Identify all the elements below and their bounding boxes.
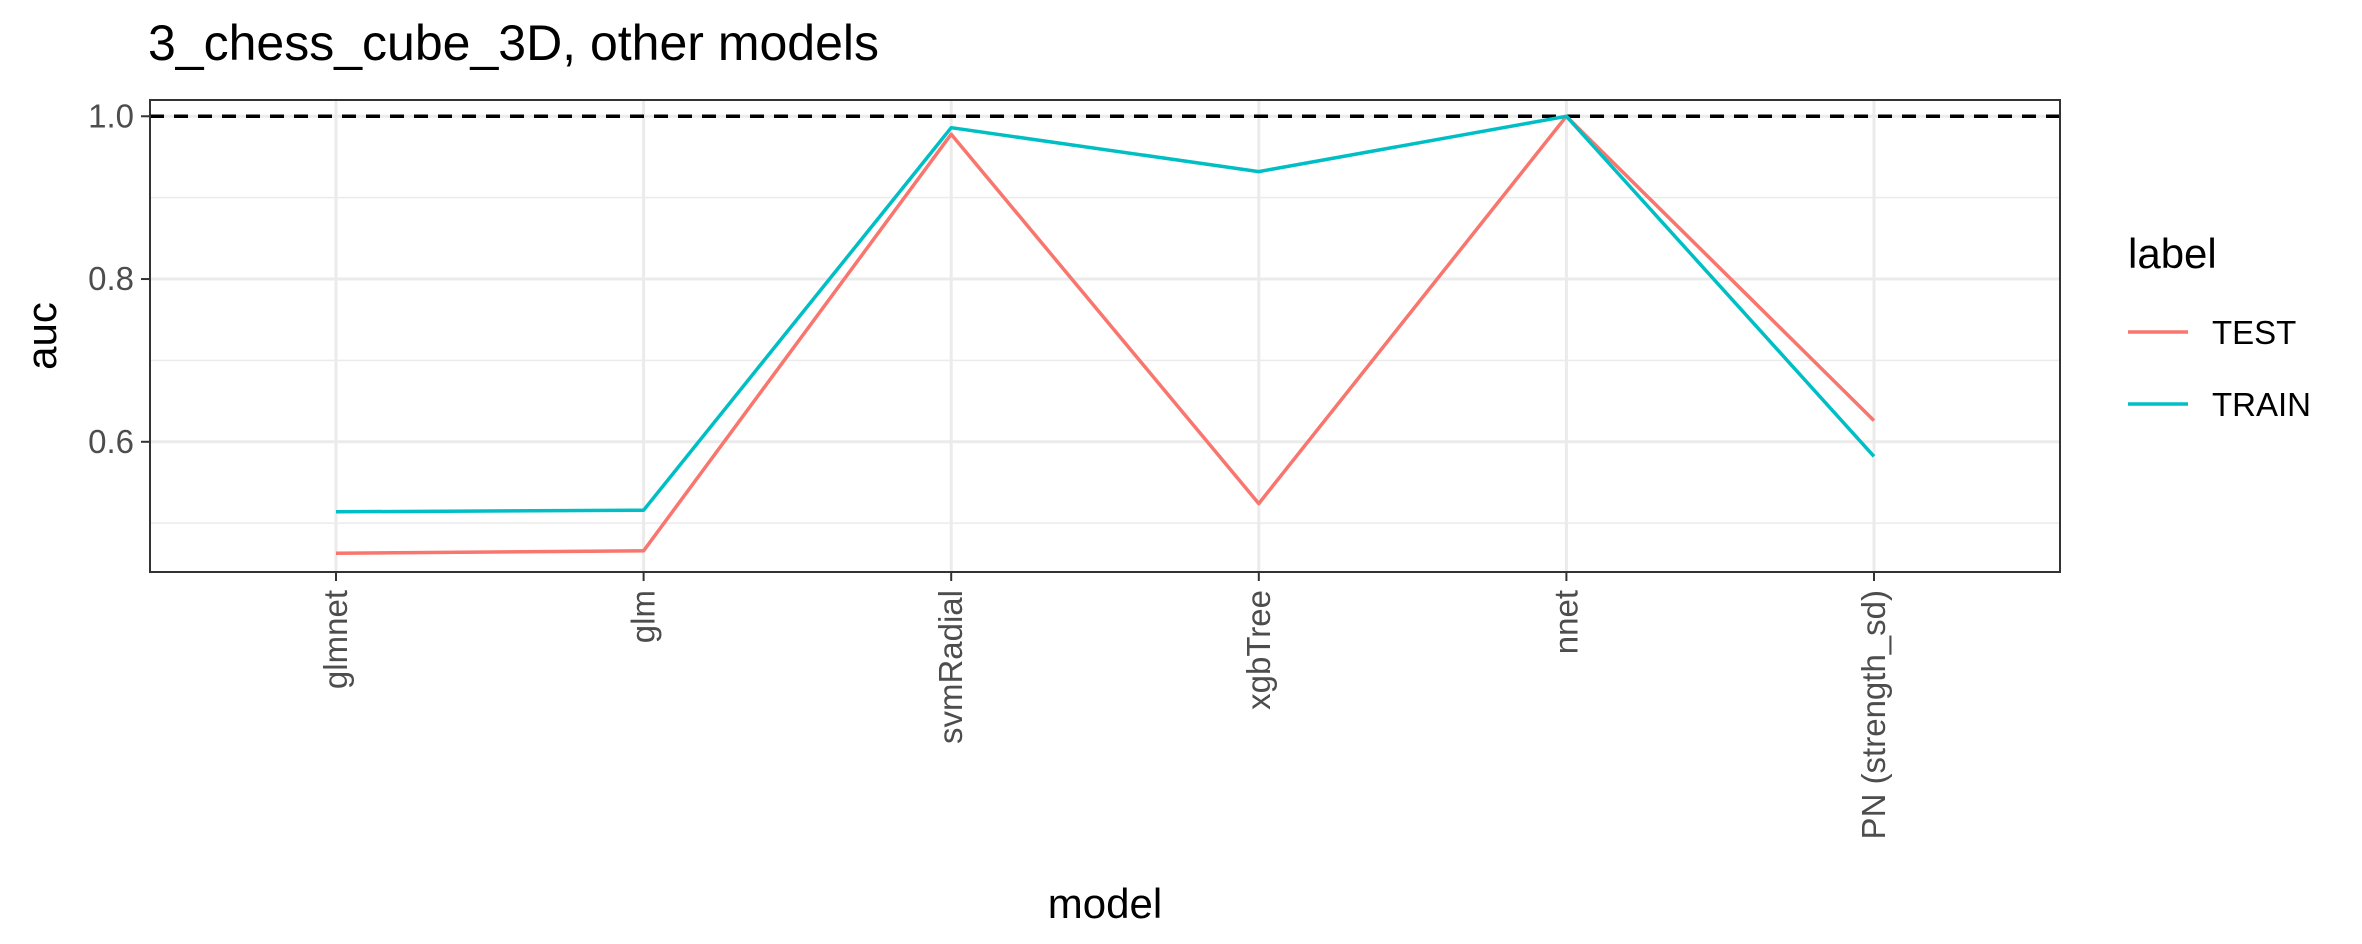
y-axis-title: auc: [18, 302, 65, 370]
chart-title: 3_chess_cube_3D, other models: [148, 15, 879, 71]
x-tick-label: nnet: [1547, 590, 1584, 654]
series-group: [335, 114, 1876, 556]
x-tick-label: glm: [625, 590, 662, 643]
x-tick-label: svmRadial: [932, 590, 969, 744]
y-tick-labels: 0.6 0.8 1.0: [88, 97, 134, 460]
x-tick-labels: glmnet glm svmRadial xgbTree nnet PN (strengt…: [317, 590, 1892, 839]
legend-title: label: [2128, 230, 2217, 277]
y-tick-label: 1.0: [88, 97, 134, 134]
x-tick-label: glmnet: [317, 590, 354, 689]
legend-items: TEST TRAIN: [2128, 314, 2311, 423]
legend: label TEST TRAIN: [2128, 230, 2311, 423]
y-tick-label: 0.8: [88, 260, 134, 297]
axis-ticks: [141, 115, 1875, 581]
x-tick-label: PN (strength_sd): [1855, 590, 1892, 839]
plot-panel: [149, 99, 2061, 573]
series-line-test: [335, 114, 1876, 556]
x-axis-title: model: [1048, 880, 1162, 927]
x-tick-label: xgbTree: [1240, 590, 1277, 710]
series-line-train: [335, 114, 1876, 514]
legend-label-test: TEST: [2212, 314, 2296, 351]
grid: [150, 100, 2060, 572]
legend-label-train: TRAIN: [2212, 386, 2311, 423]
y-tick-label: 0.6: [88, 423, 134, 460]
